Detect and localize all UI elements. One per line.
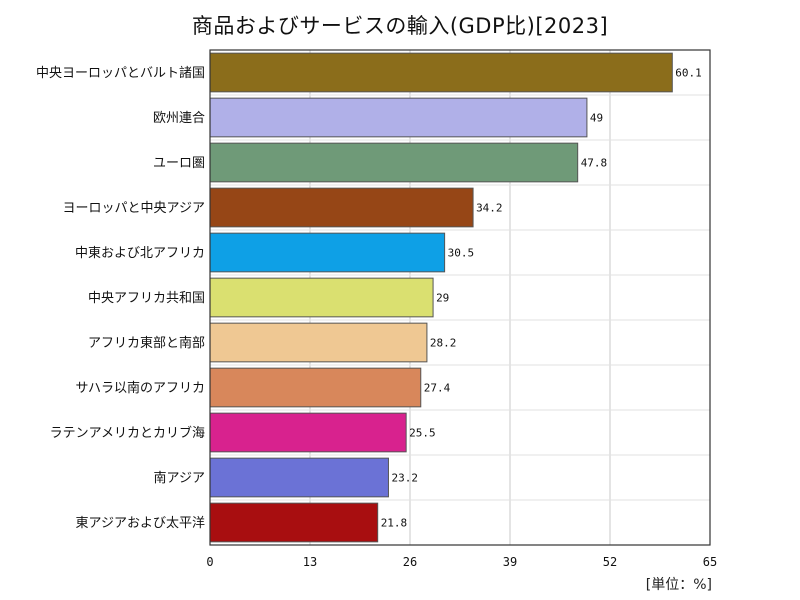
x-tick-label: 65 [703,555,717,569]
data-label: 23.2 [391,472,418,485]
bar [209,502,379,543]
data-label: 25.5 [409,427,436,440]
bar [209,277,434,318]
category-label: サハラ以南のアフリカ [76,380,205,396]
bar [209,232,446,273]
x-tick-label: 39 [503,555,517,569]
category-label: ユーロ圏 [153,156,205,171]
category-label: 欧州連合 [153,111,205,126]
x-tick-label: 26 [403,555,417,569]
category-label: 中東および北アフリカ [75,245,205,261]
bar [209,322,428,363]
bar [209,457,389,498]
category-label: 中央アフリカ共和国 [88,291,205,306]
bar [209,142,579,183]
bar [209,187,474,228]
data-label: 60.1 [675,67,702,80]
data-label: 30.5 [448,247,475,260]
data-label: 21.8 [381,517,408,530]
data-label: 28.2 [430,337,457,350]
bar [209,52,673,93]
bar [209,412,407,453]
x-tick-label: 13 [303,555,317,569]
data-label: 49 [590,112,603,125]
category-label: 南アジア [154,470,205,486]
category-label: ラテンアメリカとカリブ海 [50,425,205,441]
unit-label: [単位：%] [645,577,712,593]
data-label: 34.2 [476,202,503,215]
data-label: 29 [436,292,449,305]
data-label: 47.8 [581,157,608,170]
category-label: 中央ヨーロッパとバルト諸国 [36,65,205,81]
plot-border [209,49,711,546]
chart-title: 商品およびサービスの輸入(GDP比)[2023] [191,14,609,38]
category-label: ヨーロッパと中央アジア [63,201,205,216]
bar [209,97,588,138]
category-label: アフリカ東部と南部 [88,335,205,351]
x-tick-label: 0 [206,555,213,569]
category-label: 東アジアおよび太平洋 [76,515,205,531]
data-label: 27.4 [424,382,451,395]
x-tick-label: 52 [603,555,617,569]
bar [209,367,422,408]
